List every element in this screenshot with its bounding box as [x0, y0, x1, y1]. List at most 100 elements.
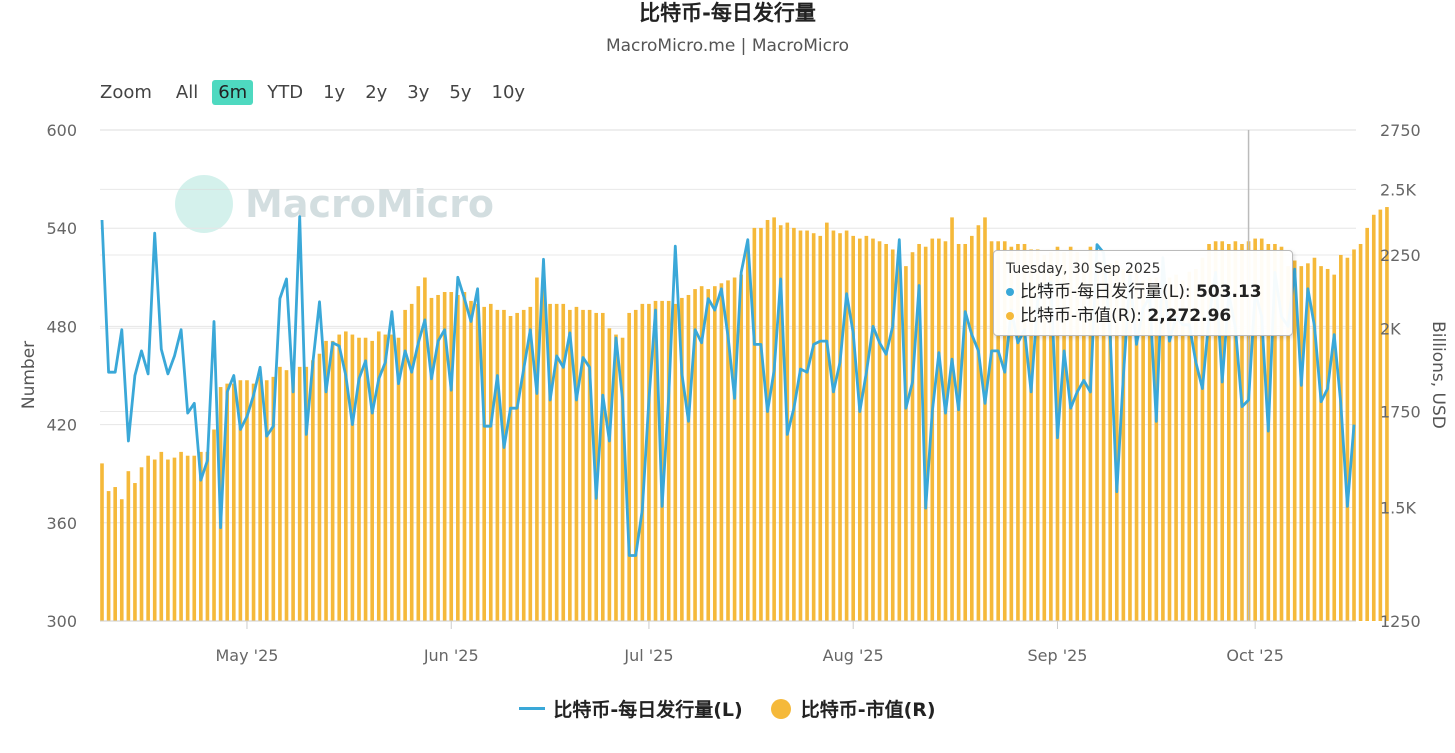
bar-marketcap-63: [515, 312, 519, 621]
zoom-1y-button[interactable]: 1y: [323, 82, 346, 103]
bar-marketcap-33: [317, 353, 322, 621]
y-right-tick-0: 2750: [1380, 121, 1421, 140]
bar-marketcap-2: [113, 487, 117, 621]
bar-marketcap-10: [166, 459, 170, 621]
bar-marketcap-11: [172, 457, 177, 621]
bar-marketcap-25: [264, 380, 269, 621]
bar-marketcap-157: [1134, 271, 1139, 621]
bar-marketcap-125: [923, 246, 928, 621]
bar-marketcap-171: [1226, 243, 1231, 621]
bar-marketcap-184: [1312, 257, 1317, 621]
bar-marketcap-72: [574, 306, 579, 621]
bar-marketcap-170: [1220, 241, 1225, 621]
tooltip-label-marketcap: 比特币-市值(R):: [1020, 306, 1142, 326]
bar-marketcap-124: [917, 243, 921, 621]
bar-marketcap-70: [561, 303, 566, 621]
bar-marketcap-58: [482, 306, 487, 621]
bar-marketcap-194: [1378, 209, 1383, 621]
tooltip-dot-marketcap: [1006, 312, 1014, 320]
y-right-axis-label: Billions, USD: [1428, 321, 1448, 429]
bar-marketcap-142: [1035, 249, 1040, 621]
bar-marketcap-195: [1385, 207, 1389, 621]
bar-marketcap-122: [904, 266, 908, 621]
bar-marketcap-148: [1075, 252, 1080, 621]
bar-marketcap-24: [258, 376, 262, 621]
zoom-2y-button[interactable]: 2y: [365, 82, 388, 103]
macromicro-logo-icon: [175, 175, 233, 233]
bar-marketcap-100: [759, 227, 763, 622]
bar-marketcap-117: [871, 238, 875, 621]
bar-marketcap-42: [376, 331, 381, 621]
tooltip-dot-issuance: [1006, 288, 1014, 296]
bar-marketcap-47: [409, 303, 414, 621]
bar-marketcap-28: [284, 370, 289, 621]
bar-marketcap-67: [541, 280, 546, 621]
zoom-3y-button[interactable]: 3y: [407, 82, 430, 103]
bar-marketcap-68: [548, 303, 552, 621]
bar-marketcap-161: [1161, 280, 1165, 621]
bar-marketcap-0: [100, 463, 104, 621]
bar-marketcap-150: [1088, 246, 1093, 621]
bar-marketcap-46: [403, 309, 407, 621]
zoom-all-button[interactable]: All: [175, 82, 199, 103]
bar-marketcap-21: [238, 380, 243, 621]
bar-marketcap-65: [528, 306, 533, 621]
bar-marketcap-94: [719, 283, 724, 621]
bar-marketcap-61: [502, 309, 506, 621]
bar-marketcap-137: [1002, 241, 1007, 621]
legend-item-issuance[interactable]: 比特币-每日发行量(L): [519, 695, 743, 722]
bar-marketcap-123: [910, 252, 915, 621]
bar-marketcap-8: [152, 459, 157, 621]
bar-marketcap-91: [699, 286, 704, 621]
tooltip-row-issuance: 比特币-每日发行量(L): 503.13: [1006, 280, 1280, 304]
bar-marketcap-59: [488, 303, 493, 621]
bar-marketcap-108: [811, 233, 816, 621]
bar-marketcap-186: [1325, 268, 1330, 621]
bar-marketcap-167: [1200, 257, 1205, 621]
x-tick-label-4: Sep '25: [1027, 646, 1087, 665]
bar-marketcap-96: [732, 277, 737, 621]
bar-marketcap-158: [1141, 280, 1145, 621]
y-right-tick-1: 2.5K: [1380, 180, 1416, 199]
bar-marketcap-120: [890, 249, 895, 621]
bar-marketcap-105: [792, 227, 796, 622]
bar-marketcap-133: [976, 225, 981, 621]
bar-marketcap-5: [133, 483, 137, 621]
zoom-ytd-button[interactable]: YTD: [267, 82, 304, 103]
bar-marketcap-103: [778, 225, 783, 621]
bar-marketcap-166: [1194, 268, 1198, 621]
legend-item-marketcap[interactable]: 比特币-市值(R): [770, 695, 936, 722]
chart-title: 比特币-每日发行量: [639, 1, 816, 25]
bar-marketcap-52: [442, 292, 447, 621]
bar-marketcap-78: [614, 334, 618, 621]
bar-marketcap-146: [1062, 252, 1066, 621]
bar-marketcap-169: [1213, 241, 1218, 621]
y-right-tick-4: 1750: [1380, 402, 1421, 421]
bar-marketcap-77: [607, 328, 612, 621]
bar-marketcap-179: [1279, 246, 1284, 621]
bar-marketcap-36: [337, 334, 342, 621]
bar-marketcap-112: [838, 233, 842, 621]
zoom-10y-button[interactable]: 10y: [491, 82, 526, 103]
zoom-label: Zoom: [100, 82, 152, 103]
bar-marketcap-135: [989, 241, 994, 621]
bar-marketcap-140: [1022, 243, 1027, 621]
y-left-tick-1: 540: [46, 219, 77, 238]
zoom-6m-button[interactable]: 6m: [212, 80, 254, 105]
bar-marketcap-192: [1365, 227, 1369, 622]
bar-marketcap-131: [963, 243, 968, 621]
bar-marketcap-44: [390, 334, 394, 621]
bar-marketcap-19: [225, 383, 230, 621]
x-tick-label-1: Jun '25: [423, 646, 479, 665]
bar-marketcap-164: [1180, 280, 1185, 621]
bar-marketcap-153: [1108, 263, 1113, 621]
axes: 600 540 480 420 360 300 2750 2.5K 2250 2K 1750 1.5K…: [19, 121, 1448, 665]
bar-marketcap-118: [877, 241, 882, 621]
bar-marketcap-39: [357, 337, 361, 621]
bar-marketcap-35: [330, 340, 335, 621]
bar-marketcap-149: [1082, 260, 1086, 621]
bar-marketcap-144: [1049, 252, 1053, 621]
bar-marketcap-141: [1029, 249, 1033, 621]
zoom-5y-button[interactable]: 5y: [449, 82, 472, 103]
bar-marketcap-176: [1259, 238, 1264, 621]
